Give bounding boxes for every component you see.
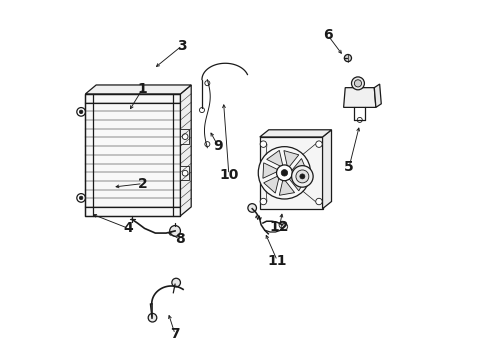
Circle shape <box>77 194 85 202</box>
Polygon shape <box>85 94 180 216</box>
Circle shape <box>77 108 85 116</box>
Circle shape <box>260 141 267 147</box>
Polygon shape <box>322 130 332 209</box>
Circle shape <box>199 108 204 113</box>
Polygon shape <box>267 150 283 168</box>
Circle shape <box>351 77 365 90</box>
Circle shape <box>354 80 362 87</box>
Circle shape <box>292 166 313 187</box>
Text: 1: 1 <box>138 82 147 95</box>
Circle shape <box>281 224 288 230</box>
Circle shape <box>316 141 322 147</box>
Polygon shape <box>279 178 294 195</box>
Circle shape <box>279 221 286 228</box>
Circle shape <box>182 170 188 176</box>
Polygon shape <box>260 130 332 137</box>
Circle shape <box>296 170 309 183</box>
Circle shape <box>344 54 351 62</box>
Circle shape <box>357 117 362 122</box>
Polygon shape <box>260 137 322 209</box>
Circle shape <box>248 204 256 212</box>
Polygon shape <box>264 175 280 193</box>
Text: 4: 4 <box>123 221 133 235</box>
Text: 11: 11 <box>268 254 287 268</box>
Text: 10: 10 <box>219 168 239 182</box>
Text: 3: 3 <box>177 39 187 53</box>
Circle shape <box>170 226 180 236</box>
Text: 6: 6 <box>323 28 332 42</box>
Text: 12: 12 <box>270 220 289 234</box>
Polygon shape <box>180 166 190 180</box>
Polygon shape <box>288 177 306 191</box>
Circle shape <box>79 110 83 114</box>
Circle shape <box>276 165 293 181</box>
Polygon shape <box>263 163 280 178</box>
Circle shape <box>79 196 83 200</box>
Circle shape <box>300 174 305 179</box>
Circle shape <box>281 170 288 176</box>
Polygon shape <box>284 150 299 168</box>
Polygon shape <box>343 87 376 107</box>
Polygon shape <box>180 130 190 144</box>
Polygon shape <box>290 158 308 173</box>
Circle shape <box>260 198 267 205</box>
Circle shape <box>172 278 180 287</box>
Text: 9: 9 <box>213 139 223 153</box>
Polygon shape <box>180 85 191 216</box>
Text: 8: 8 <box>175 232 185 246</box>
Circle shape <box>205 81 210 86</box>
Circle shape <box>182 134 188 139</box>
Circle shape <box>148 314 157 322</box>
Circle shape <box>205 141 210 147</box>
Text: 7: 7 <box>170 327 180 341</box>
Circle shape <box>258 147 311 199</box>
Polygon shape <box>85 85 191 94</box>
Polygon shape <box>374 84 381 107</box>
Text: 2: 2 <box>138 177 147 190</box>
Circle shape <box>316 198 322 205</box>
Text: 5: 5 <box>344 161 354 175</box>
